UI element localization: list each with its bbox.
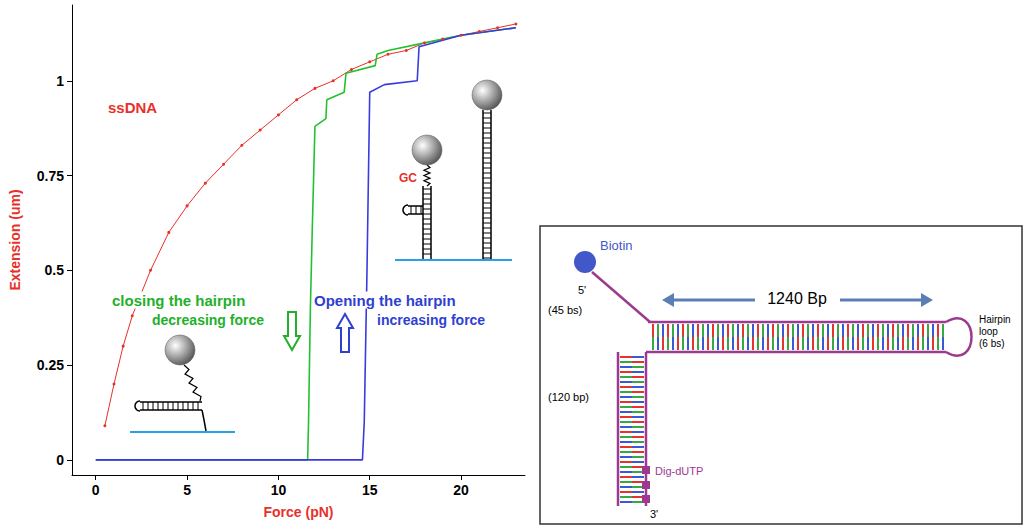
- svg-text:0: 0: [56, 452, 64, 468]
- svg-text:Opening the hairpin: Opening the hairpin: [314, 292, 456, 309]
- svg-text:0.25: 0.25: [37, 357, 64, 373]
- svg-text:decreasing force: decreasing force: [152, 312, 264, 328]
- svg-text:ssDNA: ssDNA: [108, 99, 157, 116]
- svg-text:(120 bp): (120 bp): [548, 391, 589, 403]
- svg-text:loop: loop: [979, 326, 998, 337]
- svg-text:Dig-dUTP: Dig-dUTP: [655, 465, 703, 477]
- svg-text:(6 bs): (6 bs): [979, 338, 1005, 349]
- svg-text:5': 5': [578, 284, 586, 296]
- svg-text:15: 15: [362, 482, 378, 498]
- svg-text:Hairpin: Hairpin: [979, 314, 1011, 325]
- svg-text:(45 bs): (45 bs): [548, 304, 582, 316]
- svg-text:GC: GC: [399, 171, 417, 185]
- svg-text:5: 5: [183, 482, 191, 498]
- svg-text:0: 0: [92, 482, 100, 498]
- svg-text:closing the hairpin: closing the hairpin: [112, 292, 245, 309]
- svg-text:10: 10: [271, 482, 287, 498]
- svg-text:1: 1: [56, 73, 64, 89]
- svg-text:Biotin: Biotin: [600, 238, 633, 253]
- svg-text:0.75: 0.75: [37, 168, 64, 184]
- svg-text:1240 Bp: 1240 Bp: [767, 290, 827, 307]
- svg-text:Extension (um): Extension (um): [7, 189, 23, 290]
- svg-text:0.5: 0.5: [45, 262, 65, 278]
- svg-text:increasing force: increasing force: [377, 312, 485, 328]
- svg-text:20: 20: [453, 482, 469, 498]
- svg-text:3': 3': [650, 508, 658, 520]
- svg-text:Force (pN): Force (pN): [264, 504, 334, 520]
